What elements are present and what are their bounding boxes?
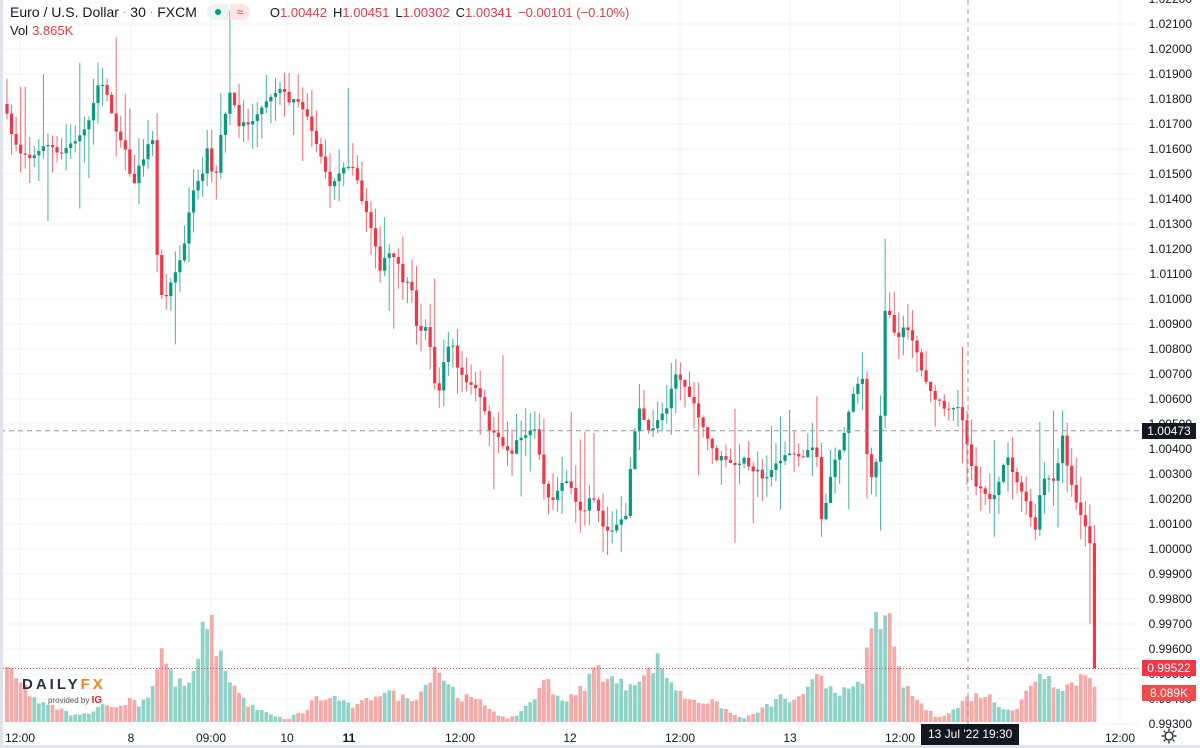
- time-label: 12:00: [4, 731, 36, 745]
- time-label: 13: [783, 731, 797, 745]
- time-label: 12:00: [664, 731, 696, 745]
- high-value: 1.00451: [342, 4, 390, 20]
- volume-label[interactable]: Vol: [10, 23, 29, 38]
- price-label: 1.01400: [1148, 192, 1192, 206]
- price-label: 1.02200: [1149, 0, 1192, 6]
- open-value: 1.00442: [280, 4, 327, 20]
- settings-gear-icon[interactable]: [1160, 727, 1178, 745]
- price-label: 1.00100: [1148, 517, 1192, 531]
- provided-by-text: provided by: [48, 696, 90, 705]
- price-label: 1.01900: [1148, 67, 1192, 81]
- separator-dot: ·: [149, 6, 154, 18]
- data-source: FXCM: [157, 4, 197, 20]
- price-label: 1.01700: [1148, 117, 1192, 131]
- price-label: 1.00900: [1148, 317, 1192, 331]
- volume-bars: [5, 612, 1097, 722]
- data-delayed-icon[interactable]: ≈: [229, 4, 250, 20]
- candlesticks: [5, 10, 1097, 669]
- time-label: 12: [563, 731, 577, 745]
- last-price-tag: 0.99522: [1142, 660, 1196, 676]
- price-label: 0.99300: [1148, 717, 1192, 731]
- price-label: 1.02100: [1148, 17, 1192, 31]
- price-label: 1.00300: [1148, 467, 1192, 481]
- last-volume-tag: 8.089K: [1142, 685, 1196, 701]
- time-label: 12:00: [884, 731, 916, 745]
- price-label: 1.00600: [1148, 392, 1192, 406]
- market-status-icon[interactable]: [206, 4, 229, 20]
- price-label: 1.01300: [1148, 217, 1192, 231]
- separator-dot: ·: [122, 6, 127, 18]
- interval[interactable]: 30: [130, 4, 146, 20]
- grid-lines: [0, 0, 1138, 725]
- time-label: 10: [280, 731, 294, 745]
- crosshair-time-tag: 13 Jul '22 19:30: [921, 724, 1020, 745]
- crosshair-lines: [0, 0, 1140, 724]
- price-label: 1.01100: [1149, 267, 1193, 281]
- low-value: 1.00302: [402, 4, 450, 20]
- time-label: 12:00: [444, 731, 476, 745]
- price-label: 1.00200: [1148, 492, 1192, 506]
- price-label: 1.01600: [1148, 142, 1192, 156]
- price-label: 1.02000: [1148, 42, 1192, 56]
- volume-value: 3.865K: [32, 23, 74, 38]
- high-label: H: [333, 4, 343, 20]
- dailyfx-logo: DAILYFX provided by IG: [22, 676, 106, 706]
- price-label: 0.99700: [1148, 617, 1192, 631]
- time-label: 12:00: [1104, 731, 1136, 745]
- price-label: 1.01800: [1148, 92, 1192, 106]
- time-label: 11: [342, 731, 356, 745]
- logo-provided-by: provided by IG: [48, 695, 102, 706]
- price-label: 0.99900: [1148, 567, 1192, 581]
- open-label: O: [269, 4, 280, 20]
- logo-fx: FX: [80, 676, 106, 693]
- symbol-name[interactable]: Euro / U.S. Dollar: [10, 4, 119, 20]
- close-value: 1.00341: [465, 4, 513, 20]
- crosshair-price-tag: 1.00473: [1142, 423, 1196, 439]
- time-label: 09:00: [195, 731, 227, 745]
- time-label: 8: [127, 731, 135, 745]
- volume-legend: Vol 3.865K: [10, 23, 73, 38]
- price-label: 0.99600: [1148, 642, 1192, 656]
- price-label: 1.00000: [1148, 542, 1192, 556]
- left-border: [0, 0, 3, 745]
- ig-logo: IG: [91, 695, 103, 706]
- change-value: −0.00101 (−0.10%): [518, 4, 630, 20]
- symbol-legend: Euro / U.S. Dollar · 30 · FXCM ≈ O 1.0044…: [10, 4, 629, 20]
- price-label: 1.00400: [1148, 442, 1192, 456]
- low-label: L: [395, 4, 403, 20]
- price-label: 1.01200: [1148, 242, 1192, 256]
- price-label: 1.01500: [1148, 167, 1192, 181]
- price-label: 1.00800: [1148, 342, 1192, 356]
- logo-daily: DAILY: [22, 676, 81, 693]
- bottom-border: [0, 745, 1200, 748]
- close-label: C: [455, 4, 466, 20]
- price-label: 0.99800: [1148, 592, 1192, 606]
- price-label: 1.00700: [1148, 367, 1192, 381]
- price-label: 1.01000: [1148, 292, 1192, 306]
